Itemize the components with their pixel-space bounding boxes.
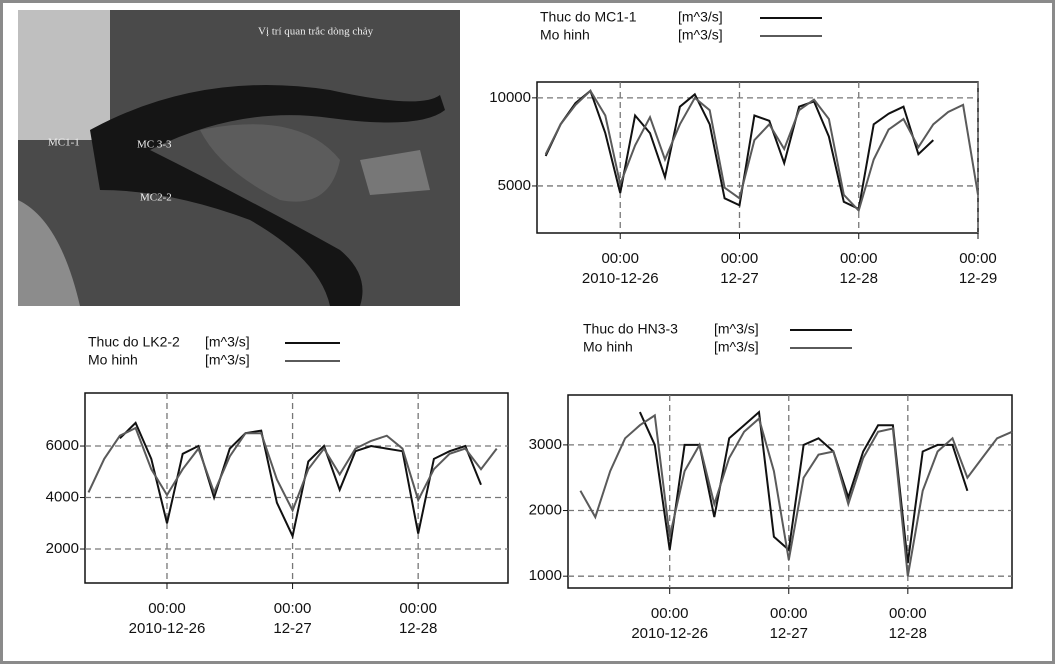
y-tick-label: 3000	[529, 436, 562, 453]
plot-area	[567, 394, 1013, 589]
legend-unit: [m^3/s]	[714, 321, 759, 337]
x-tick-label: 00:00	[651, 605, 689, 622]
y-tick-label: 4000	[46, 488, 79, 505]
data-line	[87, 426, 498, 513]
x-tick-label: 00:00	[721, 250, 759, 267]
plot-area	[84, 392, 509, 584]
legend-unit: [m^3/s]	[678, 27, 723, 43]
legend-label: Mo hinh	[88, 352, 138, 368]
legend-label: Mo hinh	[540, 27, 590, 43]
legend-label: Thuc do HN3-3	[583, 321, 678, 337]
map-label: MC 3-3	[137, 139, 172, 151]
satellite-map: Vị trí quan trắc dòng chảy MC1-1 MC 3-3 …	[18, 10, 460, 306]
data-line	[579, 413, 1013, 577]
legend-label: Thuc do MC1-1	[540, 9, 637, 25]
y-tick-label: 1000	[529, 567, 562, 584]
data-line	[638, 410, 969, 564]
map-title: Vị trí quan trắc dòng chảy	[258, 26, 374, 38]
x-tick-label: 12-27	[770, 625, 808, 642]
map-river	[90, 85, 445, 306]
y-tick-label: 2000	[529, 502, 562, 519]
map-land	[18, 200, 80, 306]
legend-unit: [m^3/s]	[714, 339, 759, 355]
legend-unit: [m^3/s]	[678, 9, 723, 25]
x-tick-label: 00:00	[399, 600, 437, 617]
x-tick-label: 2010-12-26	[129, 620, 206, 637]
x-tick-label: 12-27	[273, 620, 311, 637]
data-line	[119, 421, 482, 540]
y-tick-label: 10000	[489, 89, 531, 106]
legend-unit: [m^3/s]	[205, 352, 250, 368]
data-line	[544, 89, 934, 211]
x-tick-label: 12-29	[959, 270, 997, 287]
y-tick-label: 5000	[498, 177, 531, 194]
x-tick-label: 00:00	[840, 250, 878, 267]
x-tick-label: 12-28	[399, 620, 437, 637]
map-label: MC2-2	[140, 192, 172, 204]
x-tick-label: 00:00	[601, 250, 639, 267]
x-tick-label: 12-27	[720, 270, 758, 287]
map-village	[360, 150, 430, 195]
x-tick-label: 00:00	[148, 600, 186, 617]
y-tick-label: 2000	[46, 540, 79, 557]
legend-label: Mo hinh	[583, 339, 633, 355]
x-tick-label: 00:00	[889, 605, 927, 622]
map-island	[200, 124, 340, 202]
y-tick-label: 6000	[46, 437, 79, 454]
legend-unit: [m^3/s]	[205, 334, 250, 350]
plot-area	[536, 81, 979, 234]
data-line	[544, 89, 979, 213]
x-tick-label: 00:00	[959, 250, 997, 267]
map-light-area	[18, 10, 110, 140]
legend-label: Thuc do LK2-2	[88, 334, 180, 350]
x-tick-label: 12-28	[889, 625, 927, 642]
x-tick-label: 12-28	[840, 270, 878, 287]
map-label: MC1-1	[48, 137, 80, 149]
x-tick-label: 2010-12-26	[631, 625, 708, 642]
x-tick-label: 00:00	[274, 600, 312, 617]
x-tick-label: 2010-12-26	[582, 270, 659, 287]
x-tick-label: 00:00	[770, 605, 808, 622]
